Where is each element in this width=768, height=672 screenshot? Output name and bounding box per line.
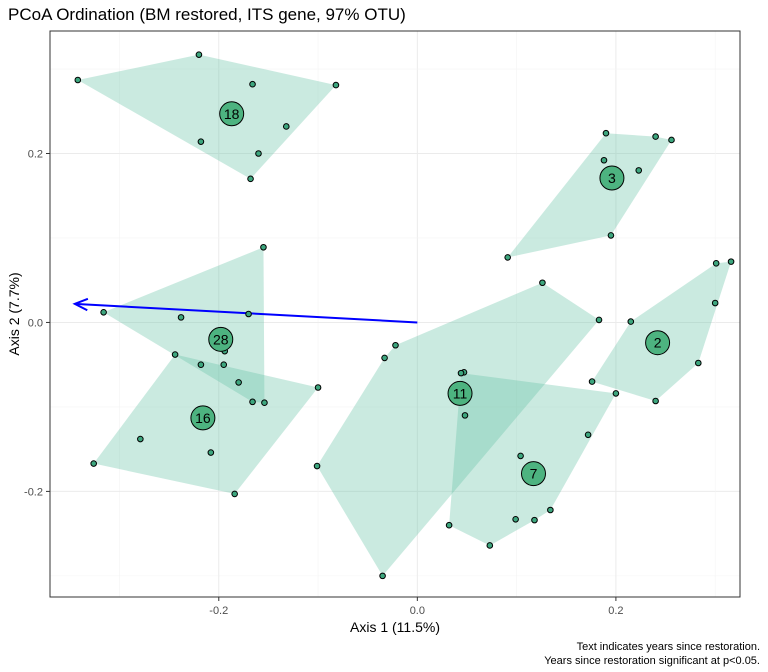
sample-point-group-2 — [627, 318, 635, 325]
centroid-marker-18 — [219, 101, 245, 127]
sample-point-group-2 — [695, 359, 702, 367]
sample-point-group-28 — [197, 361, 205, 368]
sample-point-group-7 — [612, 390, 620, 397]
x-axis-title: Axis 1 (11.5%) — [350, 619, 440, 635]
sample-point-group-16 — [207, 449, 215, 456]
x-tick-label: 0.2 — [608, 605, 623, 617]
sample-point-group-28 — [177, 314, 185, 321]
y-axis-ticks: -0.2 0.0 0.2 — [24, 148, 50, 498]
sample-point-group-28 — [260, 243, 267, 251]
panel-border — [49, 30, 741, 598]
sample-point-group-7 — [457, 369, 465, 377]
x-tick-label: 0.0 — [410, 605, 425, 617]
sample-point-group-3 — [635, 167, 643, 174]
sample-point-group-2 — [712, 260, 720, 267]
x-tick-label: -0.2 — [209, 605, 228, 617]
hull-group-11 — [317, 282, 600, 576]
sample-points — [74, 51, 735, 580]
sample-point-group-28 — [245, 310, 252, 318]
sample-point-group-3 — [607, 232, 615, 239]
centroid-label-28: 28 — [213, 331, 229, 347]
centroid-marker-2 — [645, 330, 671, 356]
sample-point-group-28 — [220, 361, 228, 368]
sample-point-group-18 — [249, 80, 256, 88]
sample-point-group-7 — [512, 515, 519, 523]
sample-point-group-28 — [235, 379, 242, 386]
sample-point-group-11 — [381, 354, 388, 362]
grid — [50, 31, 740, 597]
sample-point-group-28 — [249, 398, 256, 406]
sample-point-group-28 — [100, 309, 107, 316]
sample-point-group-3 — [600, 156, 608, 164]
sample-point-group-7 — [584, 431, 592, 439]
sample-point-group-16 — [137, 435, 144, 443]
sample-point-group-18 — [247, 175, 254, 183]
sample-point-group-18 — [195, 51, 203, 58]
hull-group-18 — [77, 54, 336, 179]
sample-point-group-7 — [445, 521, 453, 529]
caption-line-1: Text indicates years since restoration. — [577, 641, 760, 653]
centroid-marker-11 — [447, 380, 473, 406]
sample-point-group-3 — [668, 136, 675, 144]
x-axis-ticks: -0.2 0.0 0.2 — [209, 597, 624, 617]
sample-point-group-2 — [652, 397, 659, 405]
sample-point-group-11 — [539, 279, 546, 287]
sample-point-group-2 — [711, 299, 719, 307]
sample-point-group-11 — [379, 572, 386, 580]
sample-point-group-3 — [504, 254, 511, 261]
sample-point-group-7 — [486, 542, 494, 549]
sample-point-group-16 — [231, 490, 238, 498]
sample-point-group-28 — [261, 399, 268, 407]
group-hulls — [77, 54, 732, 576]
sample-point-group-18 — [74, 76, 82, 84]
centroid-label-16: 16 — [195, 410, 211, 426]
y-tick-label: -0.2 — [24, 486, 43, 498]
caption-line-2: Years since restoration significant at p… — [544, 655, 760, 667]
plot-panel: 18 3 28 16 11 2 7 — [49, 30, 741, 598]
sample-point-group-11 — [392, 341, 399, 349]
sample-point-group-11 — [461, 412, 469, 419]
centroid-label-11: 11 — [453, 385, 468, 401]
hull-group-7 — [449, 373, 616, 546]
sample-point-group-7 — [547, 506, 554, 514]
sample-point-group-7 — [531, 516, 538, 524]
chart-title: PCoA Ordination (BM restored, ITS gene, … — [8, 5, 406, 24]
sample-point-group-3 — [652, 133, 659, 140]
hull-group-3 — [507, 133, 672, 258]
vector-arrowhead — [72, 297, 89, 312]
sample-point-group-2 — [727, 258, 735, 265]
centroid-label-7: 7 — [530, 466, 538, 482]
centroid-marker-28 — [208, 326, 234, 352]
sample-point-group-7 — [517, 452, 524, 460]
centroid-marker-16 — [190, 405, 216, 431]
centroid-label-2: 2 — [654, 335, 662, 351]
sample-point-group-11 — [313, 462, 321, 470]
sample-point-group-3 — [602, 129, 610, 137]
sample-point-group-16 — [90, 460, 97, 467]
y-axis-title: Axis 2 (7.7%) — [6, 272, 22, 355]
centroid-label-18: 18 — [224, 106, 240, 122]
sample-point-group-18 — [332, 81, 340, 89]
centroid-label-3: 3 — [608, 170, 616, 186]
sample-point-group-18 — [255, 150, 262, 157]
centroid-marker-7 — [520, 461, 546, 487]
sample-point-group-16 — [314, 384, 322, 391]
sample-point-group-18 — [282, 123, 290, 130]
group-centroids: 18 3 28 16 11 2 7 — [190, 101, 671, 487]
y-tick-label: 0.2 — [28, 148, 43, 160]
sample-point-group-18 — [197, 138, 205, 145]
sample-point-group-16 — [171, 351, 179, 358]
centroid-marker-3 — [599, 165, 625, 191]
sample-point-group-2 — [588, 378, 596, 385]
y-tick-label: 0.0 — [28, 317, 43, 329]
sample-point-group-11 — [595, 316, 603, 324]
